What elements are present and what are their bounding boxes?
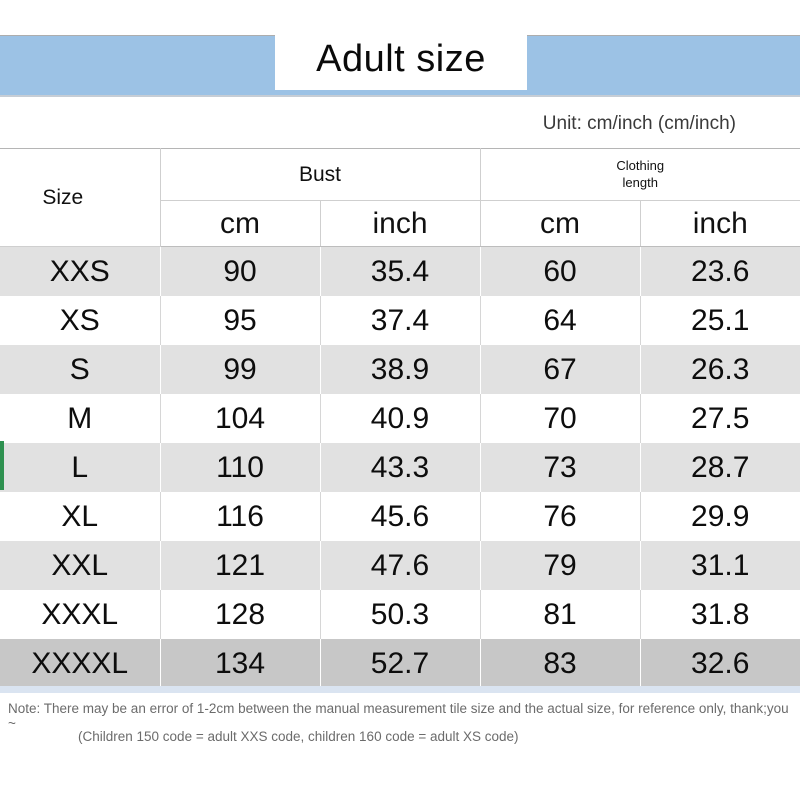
bust-inch-cell: 50.3 (320, 590, 481, 639)
column-header-bust: Bust (159, 148, 481, 201)
bust-inch-cell: 40.9 (320, 394, 481, 443)
size-cell: S (0, 345, 161, 394)
length-inch-cell: 25.1 (640, 296, 800, 345)
page-title: Adult size (316, 37, 486, 80)
length-inch-cell: 29.9 (640, 492, 800, 541)
table-header-groups: Size Bust Clothing length (0, 148, 800, 247)
size-cell: XXXXL (0, 639, 161, 688)
bust-inch-cell: 52.7 (320, 639, 481, 688)
bust-cm-cell: 99 (160, 345, 321, 394)
size-cell: XXXL (0, 590, 161, 639)
subheader-length-inch: inch (639, 200, 800, 247)
length-inch-cell: 31.8 (640, 590, 800, 639)
subheader-bust-inch: inch (319, 200, 481, 247)
size-cell: XXL (0, 541, 161, 590)
length-inch-cell: 31.1 (640, 541, 800, 590)
bust-cm-cell: 104 (160, 394, 321, 443)
bust-cm-cell: 121 (160, 541, 321, 590)
size-cell: XXS (0, 246, 161, 296)
length-inch-cell: 32.6 (640, 639, 800, 688)
note-line-1: Note: There may be an error of 1-2cm bet… (8, 701, 789, 731)
bust-cm-cell: 128 (160, 590, 321, 639)
length-inch-cell: 27.5 (640, 394, 800, 443)
length-inch-cell: 23.6 (640, 246, 800, 296)
length-cm-cell: 73 (480, 443, 641, 492)
title-box: Adult size (275, 28, 527, 90)
subheader-length-cm: cm (479, 200, 641, 247)
bust-inch-cell: 35.4 (320, 246, 481, 296)
size-cell: XL (0, 492, 161, 541)
subheader-bust-cm: cm (160, 200, 321, 247)
table-row: S 99 38.9 67 26.3 (0, 345, 800, 394)
length-cm-cell: 67 (480, 345, 641, 394)
unit-row: Unit: cm/inch (cm/inch) (0, 99, 800, 148)
bust-inch-cell: 43.3 (320, 443, 481, 492)
table-row: XXS 90 35.4 60 23.6 (0, 246, 800, 296)
size-cell: XS (0, 296, 161, 345)
table-row: M 104 40.9 70 27.5 (0, 394, 800, 443)
table-header-units: cm inch cm inch (0, 200, 800, 247)
table-row: XXXXL 134 52.7 83 32.6 (0, 639, 800, 688)
bust-inch-cell: 45.6 (320, 492, 481, 541)
bottom-blue-strip (0, 686, 800, 693)
table-row: XS 95 37.4 64 25.1 (0, 296, 800, 345)
bust-cm-cell: 95 (160, 296, 321, 345)
bust-inch-cell: 38.9 (320, 345, 481, 394)
length-cm-cell: 70 (480, 394, 641, 443)
table-row: XXL 121 47.6 79 31.1 (0, 541, 800, 590)
length-inch-cell: 28.7 (640, 443, 800, 492)
size-cell: L (0, 443, 161, 492)
bust-cm-cell: 116 (160, 492, 321, 541)
table-row: XL 116 45.6 76 29.9 (0, 492, 800, 541)
size-table: Size Bust Clothing length cm inch cm inc… (0, 148, 800, 688)
unit-label: Unit: cm/inch (cm/inch) (542, 112, 736, 134)
table-row: L 110 43.3 73 28.7 (0, 443, 800, 492)
length-cm-cell: 60 (480, 246, 641, 296)
bust-inch-cell: 47.6 (320, 541, 481, 590)
bust-inch-cell: 37.4 (320, 296, 481, 345)
length-cm-cell: 81 (480, 590, 641, 639)
column-header-size: Size (0, 148, 161, 247)
table-row: XXXL 128 50.3 81 31.8 (0, 590, 800, 639)
length-cm-cell: 79 (480, 541, 641, 590)
length-inch-cell: 26.3 (640, 345, 800, 394)
length-cm-cell: 76 (480, 492, 641, 541)
green-accent-strip (0, 441, 4, 490)
bust-cm-cell: 134 (160, 639, 321, 688)
bust-cm-cell: 110 (160, 443, 321, 492)
column-header-clothing-length: Clothing length (479, 148, 800, 201)
bust-cm-cell: 90 (160, 246, 321, 296)
length-cm-cell: 64 (480, 296, 641, 345)
length-cm-cell: 83 (480, 639, 641, 688)
size-cell: M (0, 394, 161, 443)
note-line-2: (Children 150 code = adult XXS code, chi… (78, 729, 519, 744)
